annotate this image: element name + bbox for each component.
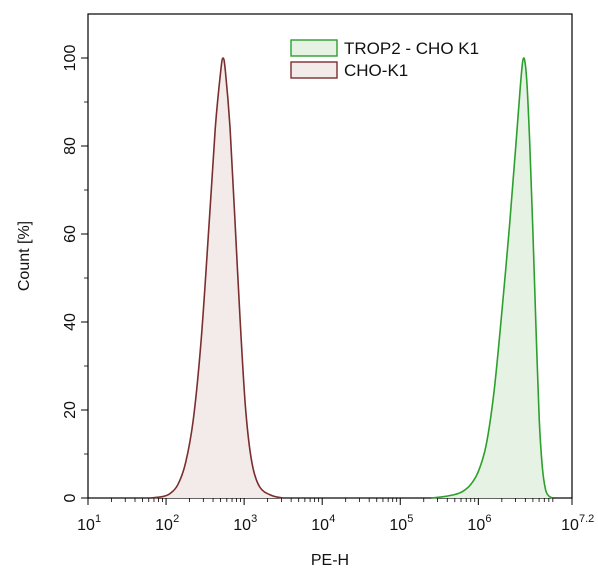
- y-axis-title: Count [%]: [16, 221, 33, 291]
- x-tick-exponent: 6: [485, 513, 491, 525]
- series-1-area: [150, 58, 284, 498]
- series-0-line: [431, 57, 553, 499]
- y-tick-label: 60: [62, 225, 79, 243]
- series-layer: [150, 57, 553, 499]
- y-axis: 0 20 40 60 80 100: [62, 45, 88, 502]
- legend-label-1: CHO-K1: [344, 61, 408, 80]
- x-tick-exponent: 7.2: [579, 513, 594, 525]
- x-tick-label: 10: [233, 517, 251, 534]
- series-1-line: [150, 57, 284, 499]
- x-tick-exponent: 2: [173, 513, 179, 525]
- y-tick-label: 100: [62, 45, 79, 72]
- x-tick-label: 10: [311, 517, 329, 534]
- x-axis-title: PE-H: [311, 552, 349, 569]
- x-tick-label: 10: [389, 517, 407, 534]
- legend: TROP2 - CHO K1 CHO-K1: [290, 39, 479, 80]
- x-axis: 10 1 10 2 10 3 10 4 10 5 10 6 10 7.2: [77, 498, 594, 534]
- series-0-area: [431, 57, 553, 498]
- x-tick-label: 10: [467, 517, 485, 534]
- legend-swatch-1: [290, 61, 338, 79]
- legend-swatch-0: [290, 39, 338, 57]
- x-tick-exponent: 4: [329, 513, 335, 525]
- y-tick-label: 20: [62, 401, 79, 419]
- y-tick-label: 0: [62, 493, 79, 502]
- x-tick-exponent: 5: [407, 513, 413, 525]
- x-tick-exponent: 1: [95, 513, 101, 525]
- y-tick-label: 40: [62, 313, 79, 331]
- x-tick-label: 10: [77, 517, 95, 534]
- x-tick-exponent: 3: [251, 513, 257, 525]
- x-tick-label: 10: [155, 517, 173, 534]
- legend-label-0: TROP2 - CHO K1: [344, 39, 479, 58]
- x-tick-label: 10: [561, 517, 579, 534]
- y-tick-label: 80: [62, 137, 79, 155]
